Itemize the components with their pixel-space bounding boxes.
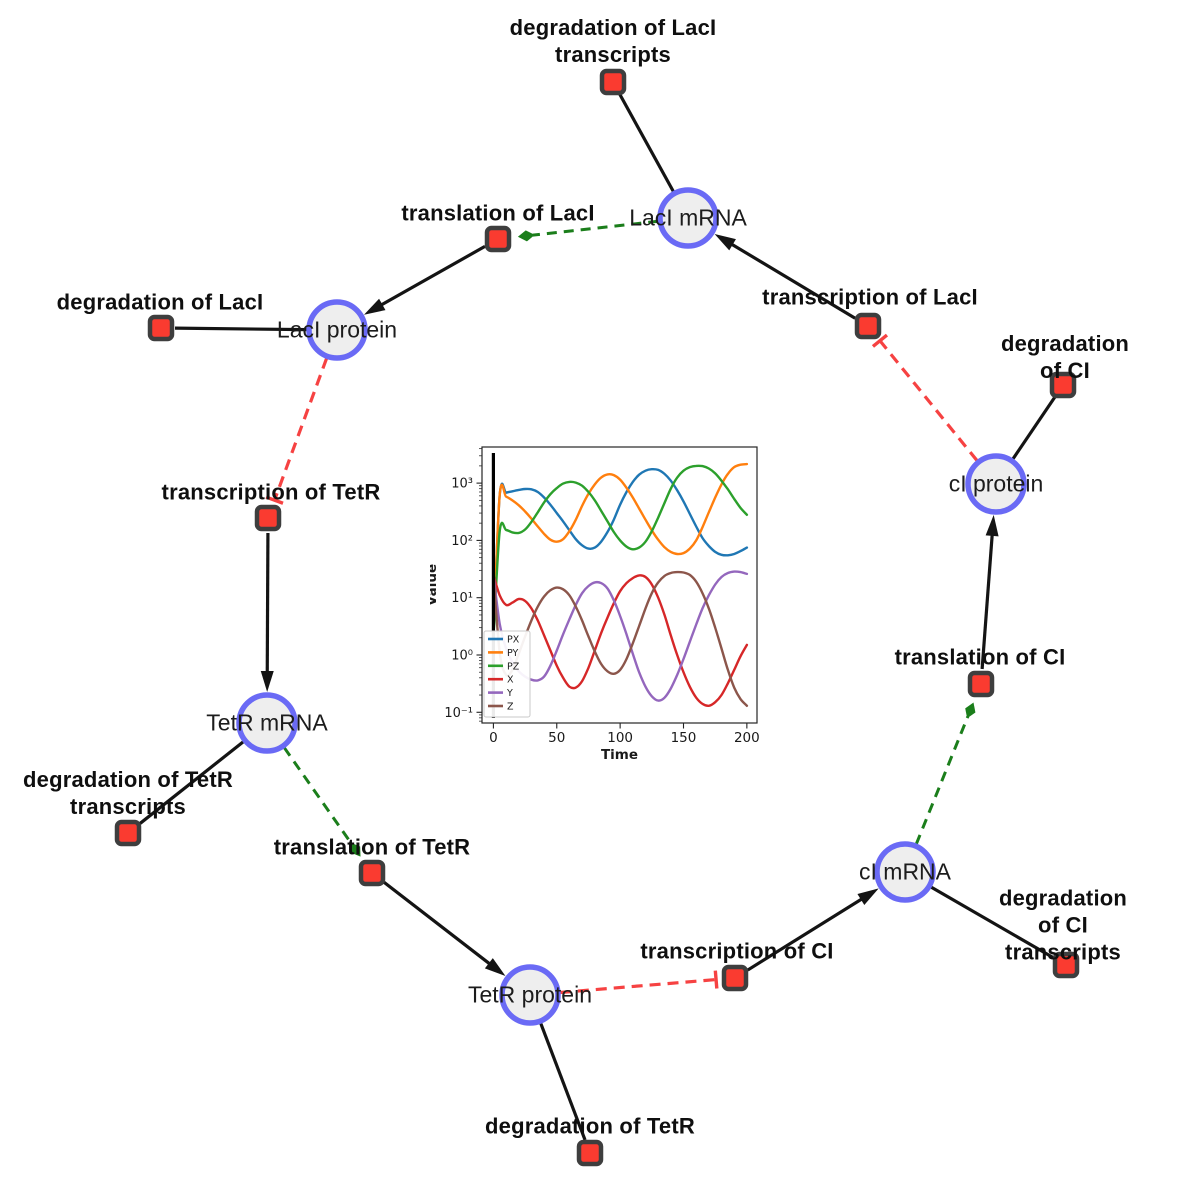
x-tick-label: 0 (489, 730, 498, 746)
reaction-node-degradation-of-tetr[interactable] (576, 1139, 604, 1167)
x-tick-label: 150 (671, 730, 697, 746)
edge-line[interactable] (559, 977, 717, 995)
inhibition-tee-icon (265, 495, 284, 505)
reaction-node-transcription-of-laci[interactable] (854, 312, 882, 340)
legend-entry-label: X (507, 675, 514, 686)
legend-entry-label: Z (507, 702, 514, 713)
series-PZ-line (492, 464, 749, 639)
series-Z-line (492, 570, 749, 707)
edge-line[interactable] (265, 532, 270, 674)
edge-laci-protein--transcription-of-tetr[interactable] (265, 357, 329, 505)
edge-line[interactable] (1011, 395, 1057, 461)
species-node-tetr-mrna[interactable] (236, 692, 298, 754)
reaction-node-translation-of-ci[interactable] (967, 670, 995, 698)
reaction-node-transcription-of-tetr[interactable] (254, 504, 282, 532)
diamond-arrowhead-icon (517, 230, 535, 242)
edge-line[interactable] (282, 746, 354, 846)
edge-laci-mrna--translation-of-laci[interactable] (517, 219, 659, 242)
edge-line[interactable] (930, 885, 1055, 960)
series-PX-line (492, 467, 749, 639)
edge-line[interactable] (914, 715, 970, 845)
edge-ci-protein--transcription-of-laci[interactable] (871, 333, 979, 462)
y-tick-label: 10¹ (451, 591, 473, 606)
edge-translation-of-tetr--tetr-protein[interactable] (382, 880, 506, 977)
legend-entry-label: PZ (507, 661, 520, 672)
legend-entry-label: PX (507, 635, 520, 646)
arrowhead-icon (484, 958, 506, 977)
inhibition-tee-icon (871, 333, 889, 348)
edge-tetr-protein--degradation-of-tetr[interactable] (539, 1022, 587, 1141)
x-tick-label: 200 (734, 730, 760, 746)
edge-ci-protein--degradation-of-ci[interactable] (1011, 395, 1057, 461)
edge-line[interactable] (618, 93, 675, 193)
edge-laci-mrna--degradation-of-laci-transcripts[interactable] (618, 93, 675, 193)
species-node-ci-protein[interactable] (965, 453, 1027, 515)
edge-line[interactable] (273, 357, 329, 501)
species-node-tetr-protein[interactable] (499, 964, 561, 1026)
reaction-node-degradation-of-laci-transcripts[interactable] (599, 68, 627, 96)
edge-line[interactable] (539, 1022, 587, 1141)
edge-transcription-of-tetr--tetr-mrna[interactable] (260, 532, 274, 693)
plot-frame (481, 446, 758, 724)
reaction-node-degradation-of-tetr-transcripts[interactable] (114, 819, 142, 847)
edge-translation-of-laci--laci-protein[interactable] (363, 244, 486, 315)
reaction-node-translation-of-laci[interactable] (484, 225, 512, 253)
edge-tetr-mrna--degradation-of-tetr-transcripts[interactable] (137, 740, 245, 826)
arrowhead-icon (857, 888, 879, 906)
edge-line[interactable] (137, 740, 245, 826)
reaction-node-degradation-of-laci[interactable] (147, 314, 175, 342)
diamond-arrowhead-icon (965, 702, 976, 719)
edge-line[interactable] (730, 242, 856, 320)
y-tick-label: 10⁻¹ (444, 706, 473, 721)
reaction-node-translation-of-tetr[interactable] (358, 859, 386, 887)
series-layer (492, 462, 749, 708)
reaction-node-degradation-of-ci-transcripts[interactable] (1052, 951, 1080, 979)
arrowhead-icon (363, 298, 386, 315)
legend-entry-label: Y (506, 688, 513, 699)
edge-transcription-of-laci--laci-mrna[interactable] (714, 233, 856, 320)
inhibition-tee-icon (713, 970, 719, 989)
edge-line[interactable] (878, 339, 979, 462)
edge-ci-mrna--degradation-of-ci-transcripts[interactable] (930, 885, 1055, 960)
edge-tetr-protein--transcription-of-ci[interactable] (559, 970, 719, 995)
edge-line[interactable] (980, 533, 994, 670)
y-axis-label: Value (430, 564, 440, 606)
species-node-laci-mrna[interactable] (657, 187, 719, 249)
arrowhead-icon (985, 514, 999, 537)
x-axis-label: Time (601, 747, 638, 763)
x-tick-label: 100 (607, 730, 633, 746)
edge-translation-of-ci--ci-protein[interactable] (980, 514, 999, 670)
x-tick-label: 50 (548, 730, 565, 746)
y-tick-label: 10² (451, 534, 473, 549)
edge-tetr-mrna--translation-of-tetr[interactable] (282, 746, 361, 857)
arrowhead-icon (260, 670, 274, 693)
legend-entry-label: PY (507, 648, 519, 659)
edge-line[interactable] (379, 244, 486, 307)
y-tick-label: 10⁰ (451, 648, 473, 663)
diamond-arrowhead-icon (350, 842, 361, 857)
edge-transcription-of-ci--ci-mrna[interactable] (746, 888, 879, 972)
reaction-node-transcription-of-ci[interactable] (721, 964, 749, 992)
edges-layer (137, 93, 1057, 1141)
species-node-laci-protein[interactable] (306, 299, 368, 361)
edge-line[interactable] (382, 880, 492, 966)
series-X-line (492, 573, 749, 708)
series-Y-line (492, 570, 749, 702)
species-node-ci-mrna[interactable] (874, 841, 936, 903)
arrowhead-icon (714, 233, 736, 251)
edge-laci-protein--degradation-of-laci[interactable] (174, 326, 308, 332)
reaction-node-degradation-of-ci[interactable] (1049, 371, 1077, 399)
nodes-layer (114, 68, 1080, 1167)
legend: PX PY PZ XYZ (483, 630, 531, 718)
edge-line[interactable] (746, 897, 864, 972)
edge-ci-mrna--translation-of-ci[interactable] (914, 702, 976, 845)
edge-line[interactable] (532, 219, 659, 237)
y-tick-label: 10³ (451, 477, 473, 492)
edge-line[interactable] (174, 326, 308, 332)
